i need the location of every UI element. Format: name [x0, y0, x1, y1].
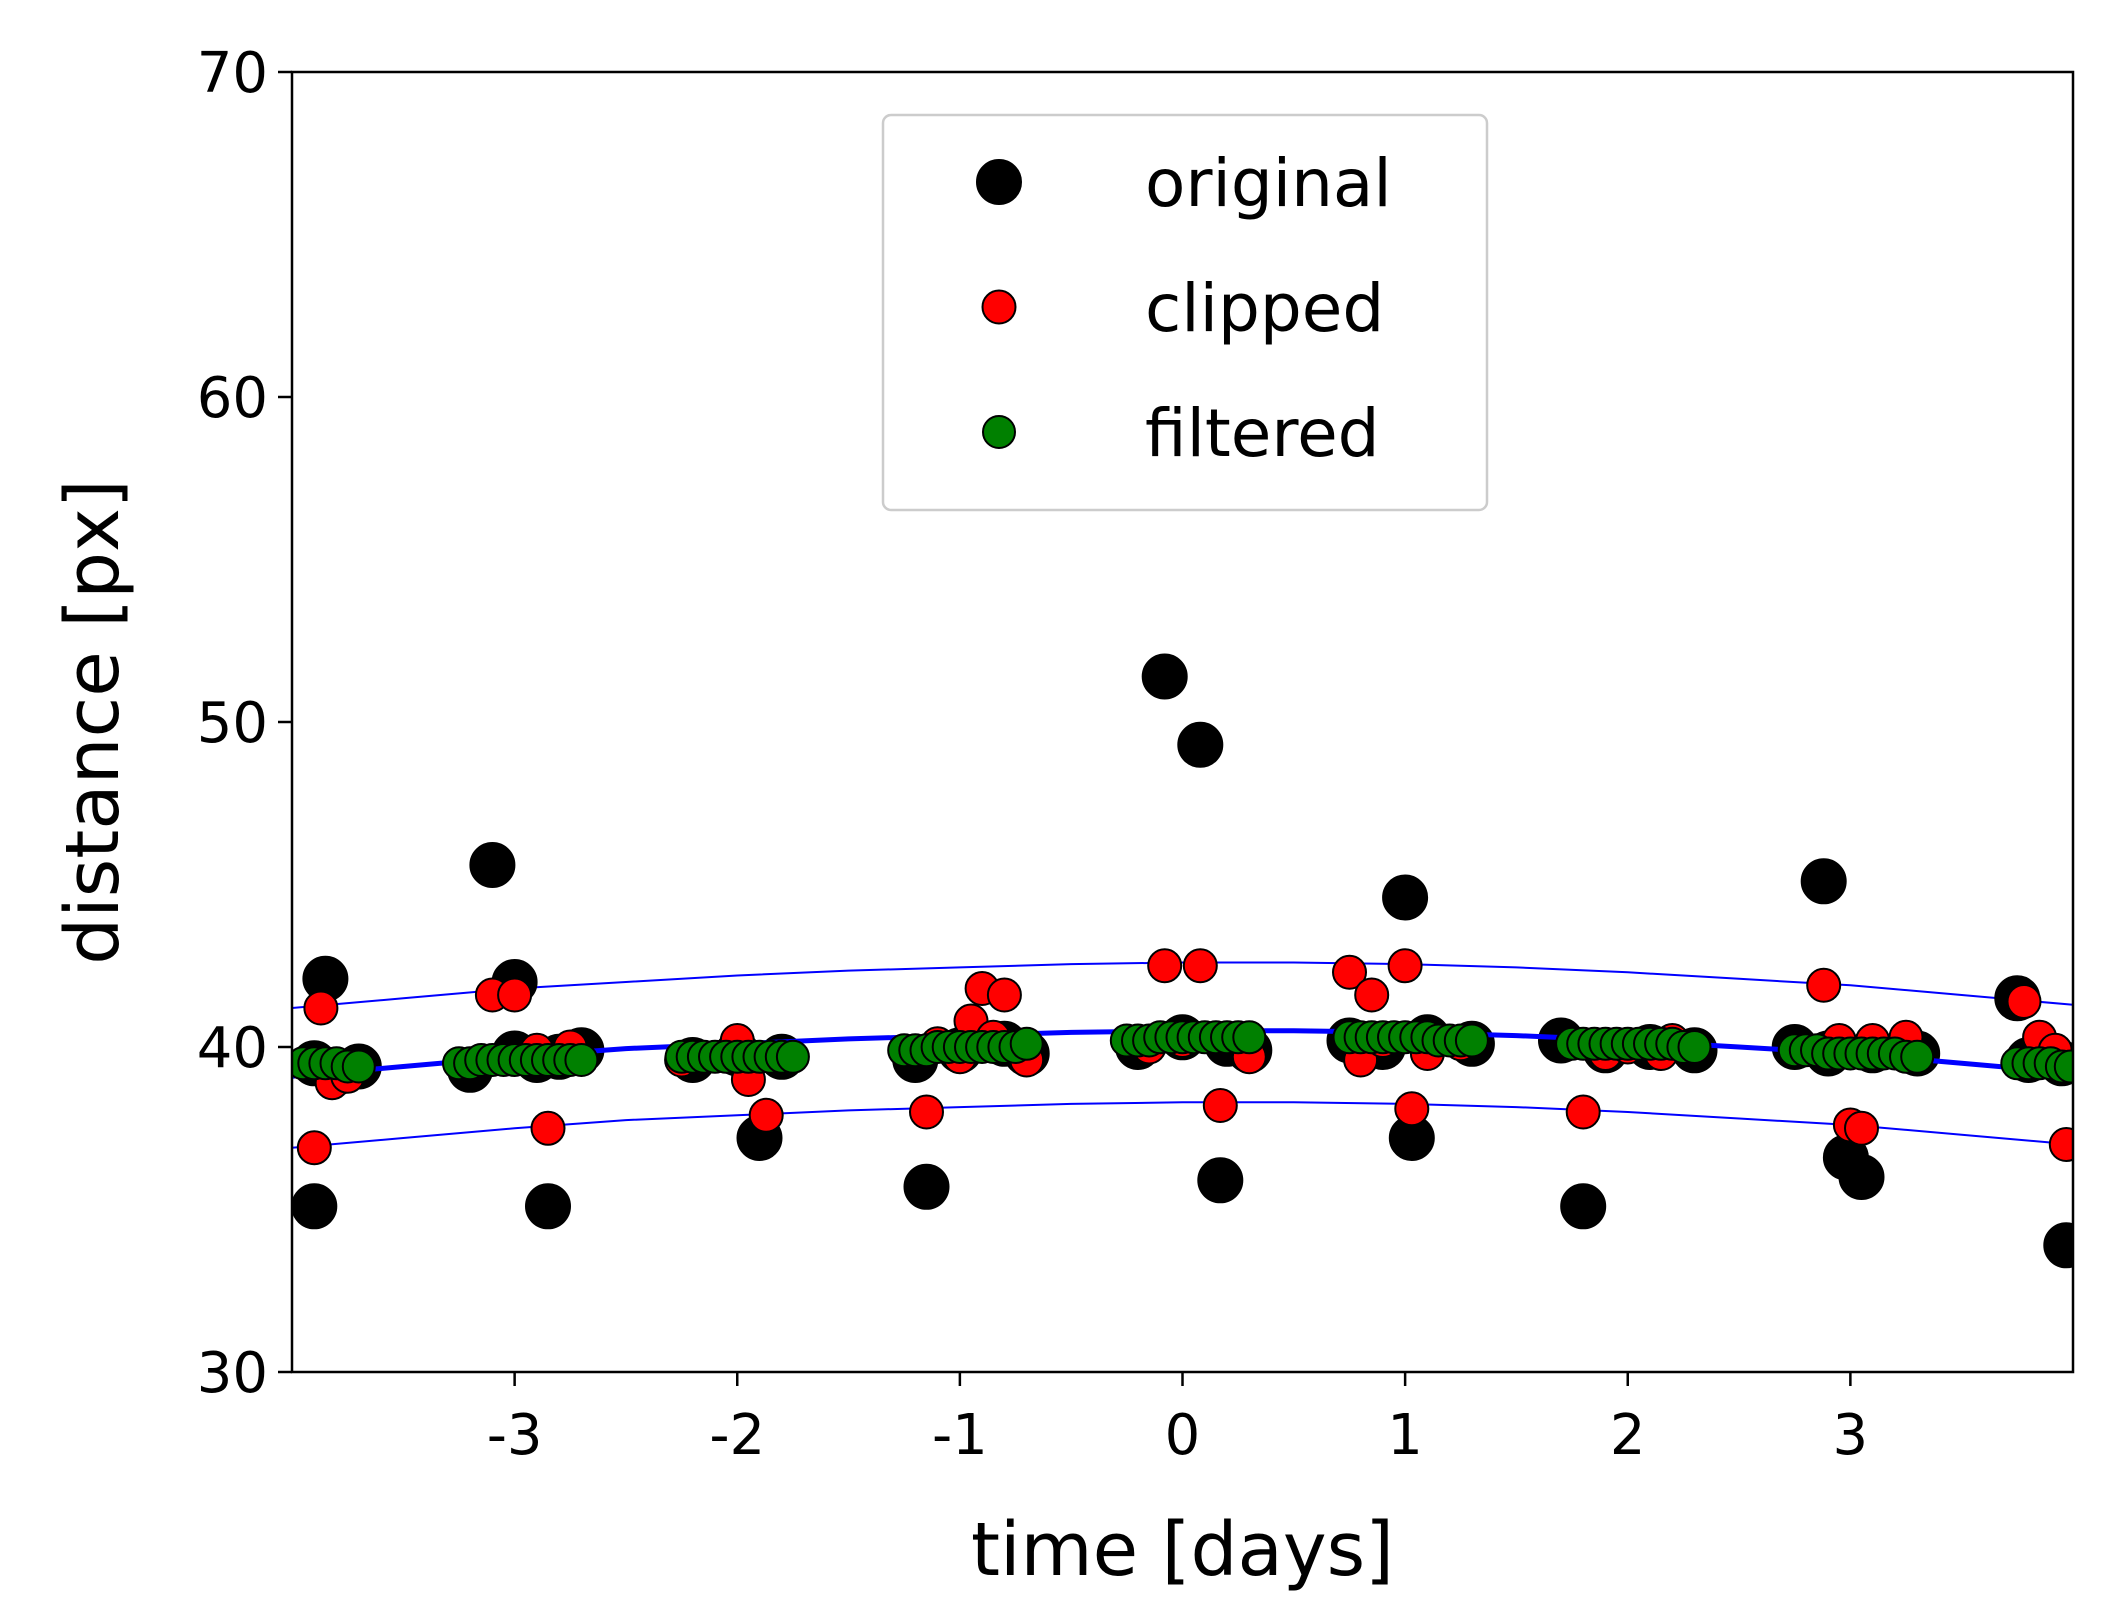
y-axis-label: distance [px] [50, 479, 136, 965]
clipped-point [1147, 948, 1183, 984]
y-tick-label: 50 [197, 691, 268, 756]
y-tick-label: 60 [197, 366, 268, 431]
original-point [292, 1183, 338, 1230]
original-point [1838, 1154, 1885, 1200]
x-tick-label: 2 [1610, 1403, 1646, 1468]
axis-ticks: -3 -2 -1 0 1 2 3 30 40 50 60 70 [197, 41, 1868, 1468]
clipped-point [1394, 1091, 1430, 1127]
original-point [2043, 1222, 2073, 1269]
original-point [1141, 653, 1188, 700]
legend-label-original: original [1145, 145, 1392, 222]
y-tick-label: 30 [197, 1341, 268, 1406]
filtered-point [341, 1049, 376, 1084]
legend-box [881, 113, 1489, 512]
clipped-point [1182, 948, 1218, 984]
filtered-point [1677, 1030, 1712, 1064]
x-tick-label: -2 [709, 1403, 765, 1468]
legend-marker-clipped [981, 289, 1017, 325]
upper-threshold-line [292, 961, 2073, 1009]
lower-threshold-line [292, 1101, 2073, 1149]
original-point [1560, 1183, 1607, 1230]
filtered-point [564, 1043, 599, 1077]
clipped-point [303, 990, 339, 1026]
plot-area [292, 653, 2073, 1269]
original-point [469, 842, 516, 888]
clipped-point [1387, 948, 1423, 984]
filtered-point [775, 1039, 810, 1074]
clipped-point [986, 977, 1022, 1013]
clipped-point [530, 1110, 566, 1146]
original-point [525, 1183, 571, 1230]
filtered-point [1900, 1039, 1935, 1074]
legend-marker-original [976, 159, 1022, 205]
x-tick-label: 3 [1833, 1403, 1869, 1468]
clipped-point [1844, 1110, 1879, 1146]
x-tick-label: 1 [1387, 1403, 1423, 1468]
filtered-point [1009, 1026, 1044, 1061]
clipped-point [1354, 977, 1390, 1013]
clipped-point [909, 1094, 944, 1130]
legend-marker-filtered [982, 415, 1016, 449]
original-point [1800, 858, 1847, 905]
legend: original clipped filtered [881, 113, 1489, 512]
clipped-point [2048, 1127, 2073, 1162]
clipped-point [2006, 984, 2042, 1019]
y-tick-label: 40 [197, 1016, 268, 1081]
clipped-point [748, 1097, 784, 1133]
x-tick-label: -1 [932, 1403, 988, 1468]
original-point [1177, 721, 1224, 768]
legend-label-clipped: clipped [1145, 270, 1384, 347]
clipped-point [1806, 967, 1842, 1003]
clipped-point [296, 1130, 332, 1166]
original-point [1197, 1157, 1244, 1204]
x-tick-label: -3 [487, 1403, 543, 1468]
clipped-point [1202, 1088, 1238, 1123]
filtered-point [1454, 1023, 1489, 1058]
original-point [903, 1163, 950, 1210]
clipped-point [1332, 954, 1367, 990]
legend-label-filtered: filtered [1145, 395, 1380, 472]
filtered-point [2053, 1049, 2073, 1084]
x-tick-label: 0 [1165, 1403, 1201, 1468]
clipped-point [1565, 1094, 1601, 1130]
clipped-point [497, 977, 533, 1013]
y-tick-label: 70 [197, 41, 268, 106]
filtered-point [1232, 1020, 1267, 1055]
original-point [1382, 874, 1429, 921]
x-axis-label: time [days] [971, 1507, 1394, 1593]
